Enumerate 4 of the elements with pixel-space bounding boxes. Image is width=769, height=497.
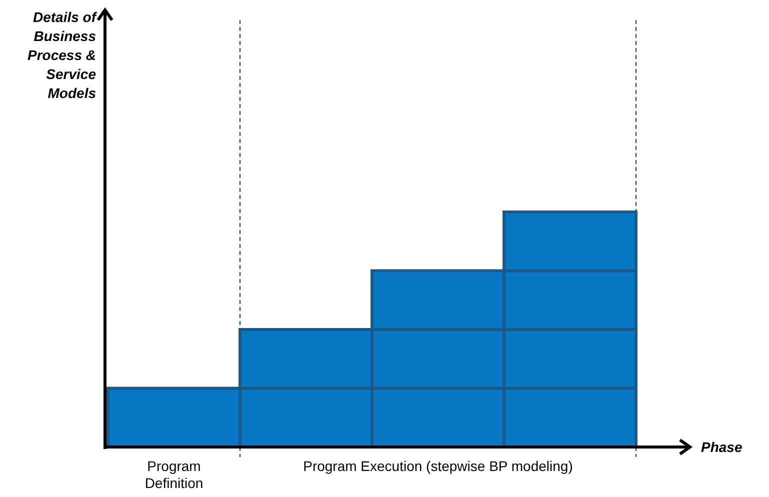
text: Details of Business Process & Service Models	[28, 9, 98, 101]
x-tick-label: Program Execution (stepwise BP modeling)	[303, 458, 573, 474]
x-axis-title: Phase	[701, 439, 742, 455]
x-tick-label: Program Definition	[144, 458, 204, 491]
